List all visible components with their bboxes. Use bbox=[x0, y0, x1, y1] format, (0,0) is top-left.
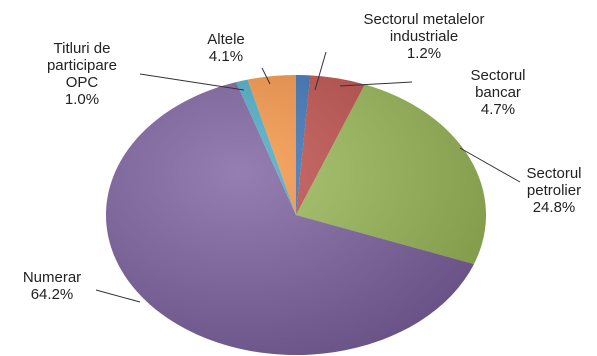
slice-name-label: Titluri de bbox=[54, 40, 111, 57]
slice-name-label: bancar bbox=[475, 84, 521, 101]
slice-value-label: 4.1% bbox=[209, 48, 243, 65]
slice-label-altele: Altele 4.1% bbox=[207, 31, 245, 65]
leader-line-sectorul-bancar bbox=[339, 81, 413, 87]
slice-name-label: industriale bbox=[390, 28, 458, 45]
leader-lines bbox=[95, 51, 521, 303]
slice-name-label: OPC bbox=[66, 74, 99, 91]
slice-name-label: Sectorul metalelor bbox=[364, 11, 485, 28]
slice-value-label: 1.2% bbox=[407, 45, 441, 62]
slice-name-label: Numerar bbox=[23, 269, 81, 286]
leader-line-sectorul-metalelor-industriale bbox=[314, 51, 327, 91]
slice-label-sectorul-bancar: Sectorul bancar 4.7% bbox=[470, 67, 525, 118]
leader-line-sectorul-petrolier bbox=[459, 147, 521, 183]
slice-label-sectorul-metalelor-industriale: Sectorul metalelor industriale 1.2% bbox=[364, 11, 485, 62]
slice-value-label: 4.7% bbox=[481, 101, 515, 118]
slice-label-sectorul-petrolier: Sectorul petrolier 24.8% bbox=[526, 165, 581, 216]
slice-name-label: participare bbox=[47, 57, 117, 74]
leader-line-altele bbox=[261, 67, 271, 85]
leader-line-numerar bbox=[95, 289, 141, 303]
slice-value-label: 1.0% bbox=[65, 91, 99, 108]
slice-labels: Sectorul metalelor industriale 1.2%Sectoru… bbox=[23, 11, 582, 303]
slice-value-label: 24.8% bbox=[533, 199, 576, 216]
slice-name-label: Altele bbox=[207, 31, 245, 48]
slice-label-titluri-de-participare-opc: Titluri de participare OPC 1.0% bbox=[47, 40, 117, 108]
slice-value-label: 64.2% bbox=[31, 286, 74, 303]
slice-name-label: Sectorul bbox=[470, 67, 525, 84]
slice-name-label: petrolier bbox=[527, 182, 581, 199]
pie-shading bbox=[106, 75, 486, 355]
leader-line-titluri-de-participare-opc bbox=[139, 73, 245, 91]
slice-name-label: Sectorul bbox=[526, 165, 581, 182]
slice-label-numerar: Numerar 64.2% bbox=[23, 269, 81, 303]
